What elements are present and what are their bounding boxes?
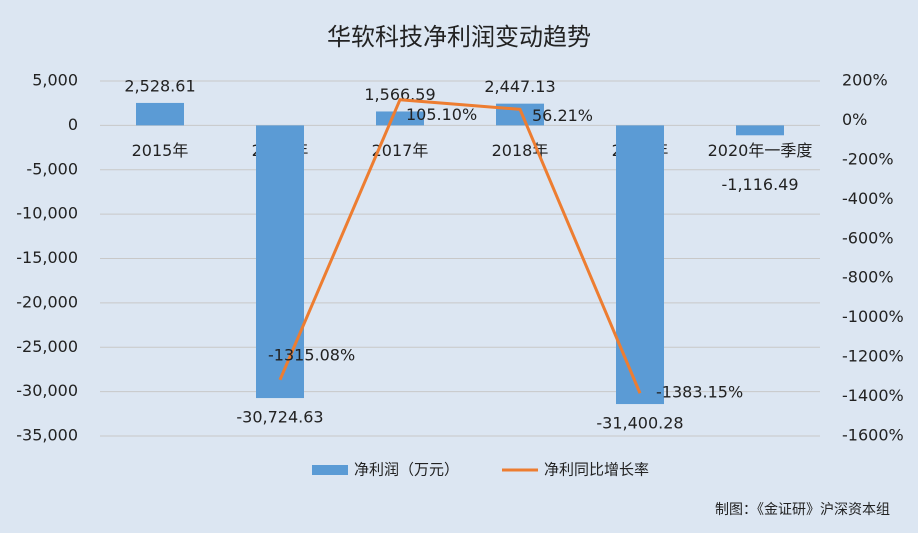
y-tick-label: -10,000 (16, 204, 78, 223)
y-tick-label: -15,000 (16, 248, 78, 267)
y-tick-label: -30,000 (16, 381, 78, 400)
y2-tick-label: 0% (842, 110, 867, 129)
y2-tick-label: -400% (842, 189, 894, 208)
y2-tick-label: -1000% (842, 307, 904, 326)
bar (256, 125, 304, 399)
data-label: 2,528.61 (124, 76, 195, 95)
data-label: 1,566.59 (364, 85, 435, 104)
x-tick-label: 2015年 (132, 141, 189, 160)
x-tick-label: 2017年 (372, 141, 429, 160)
data-label: 105.10% (406, 105, 477, 124)
footer: 制图：《金证研》沪深资本组 (715, 502, 890, 518)
x-tick-label: 2020年一季度 (708, 141, 813, 160)
y-tick-label: 5,000 (32, 71, 78, 90)
y-tick-label: -20,000 (16, 292, 78, 311)
data-label: -1,116.49 (721, 175, 798, 194)
data-label: 2,447.13 (484, 77, 555, 96)
legend-label: 净利同比增长率 (544, 461, 649, 479)
y-tick-label: -25,000 (16, 337, 78, 356)
y2-tick-label: -200% (842, 149, 894, 168)
bar (136, 102, 184, 126)
line (278, 98, 642, 394)
data-label: -1383.15% (656, 383, 743, 402)
legend-swatch (312, 465, 348, 475)
y2-tick-label: 200% (842, 71, 888, 90)
data-label: -31,400.28 (596, 414, 683, 433)
y2-tick-label: -1200% (842, 347, 904, 366)
chart-title: 华软科技净利润变动趋势 (327, 23, 591, 51)
y2-tick-label: -1400% (842, 386, 904, 405)
bar (376, 111, 424, 126)
y2-tick-label: -600% (842, 228, 894, 247)
legend-label: 净利润（万元） (354, 461, 459, 479)
bar (616, 125, 664, 405)
y2-tick-label: -1600% (842, 426, 904, 445)
bar (736, 125, 784, 136)
y-tick-label: -5,000 (26, 159, 78, 178)
y-tick-label: -35,000 (16, 426, 78, 445)
y-tick-label: 0 (68, 115, 78, 134)
data-label: -30,724.63 (236, 408, 323, 427)
data-label: 56.21% (532, 106, 593, 125)
data-label: -1315.08% (268, 345, 355, 364)
y2-tick-label: -800% (842, 268, 894, 287)
